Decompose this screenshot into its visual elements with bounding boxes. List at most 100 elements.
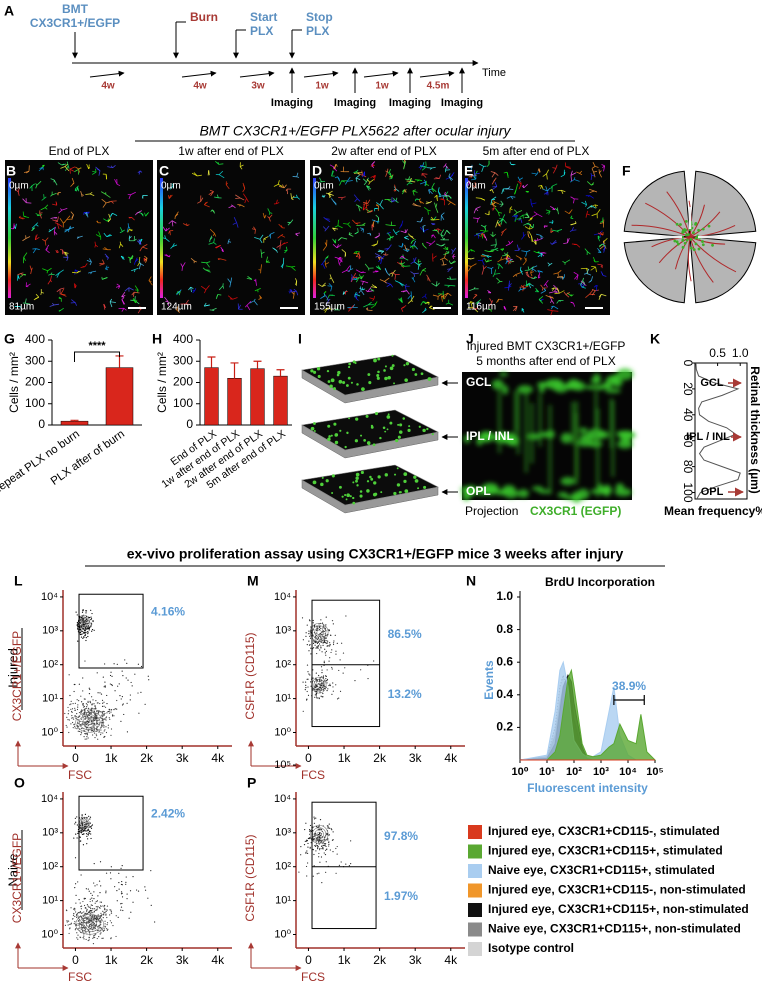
signal-blob: [615, 488, 632, 496]
event-dot: [315, 850, 316, 851]
event-dot: [77, 719, 78, 720]
microglia-dot: [701, 240, 704, 243]
event-dot: [82, 633, 83, 634]
event-dot: [87, 834, 88, 835]
event-dot: [100, 922, 101, 923]
depth-label: 0µm: [314, 181, 334, 192]
layer-label: OPL: [701, 486, 724, 498]
event-dot: [94, 908, 95, 909]
event-dot: [95, 700, 96, 701]
event-dot: [106, 917, 107, 918]
event-dot: [307, 847, 308, 848]
event-dot: [341, 861, 342, 862]
event-dot: [137, 692, 138, 693]
event-dot: [90, 610, 91, 611]
bar: [228, 378, 242, 425]
x-tick-label: 1k: [338, 953, 352, 967]
y-tick-label: 100: [681, 483, 695, 503]
signal-streak: [525, 387, 528, 473]
panel-letter: M: [247, 573, 259, 589]
x-tick-label: 0: [305, 953, 312, 967]
cell-process: [502, 255, 506, 256]
event-label: PLX: [306, 24, 329, 38]
error-bar: [116, 356, 124, 368]
signal-blob: [492, 379, 504, 389]
cell: [367, 480, 369, 482]
event-dot: [332, 682, 333, 683]
event-dot: [130, 699, 131, 700]
event-dot: [92, 912, 93, 913]
cell: [378, 475, 381, 478]
event-dot: [329, 657, 330, 658]
event-dot: [84, 709, 85, 710]
event-dot: [97, 739, 98, 740]
event-dot: [121, 903, 122, 904]
gate-label: 2.42%: [151, 806, 185, 820]
event-dot: [109, 914, 110, 915]
microglia-dot: [702, 228, 705, 231]
event-dot: [316, 844, 317, 845]
event-dot: [71, 701, 72, 702]
event-dot: [322, 623, 323, 624]
event-dot: [329, 684, 330, 685]
event-dot: [305, 852, 306, 853]
event-dot: [75, 903, 76, 904]
event-dot: [321, 696, 322, 697]
event-dot: [71, 923, 72, 924]
cell: [421, 372, 424, 375]
event-dot: [111, 922, 112, 923]
event-dot: [74, 715, 75, 716]
cell: [366, 415, 369, 418]
event-label: Start: [250, 10, 277, 24]
panel-letter: H: [152, 331, 162, 347]
event-dot: [307, 644, 308, 645]
event-dot: [77, 699, 78, 700]
depth-colorbar: [160, 178, 163, 298]
cell: [376, 374, 379, 377]
event-dot: [98, 731, 99, 732]
event-dot: [316, 697, 317, 698]
event-dot: [314, 818, 315, 819]
cell-process: [554, 293, 559, 294]
event-dot: [324, 662, 325, 663]
event-dot: [126, 677, 127, 678]
event-dot: [90, 823, 91, 824]
event-dot: [77, 723, 78, 724]
event-dot: [82, 710, 83, 711]
cell-process: [523, 215, 524, 218]
event-dot: [94, 885, 95, 886]
event-dot: [333, 644, 334, 645]
x-tick-label: 1k: [338, 751, 352, 765]
event-dot: [69, 674, 70, 675]
event-dot: [360, 669, 361, 670]
y-tick-label: 10⁴: [41, 793, 58, 805]
cell-process: [356, 277, 357, 280]
event-dot: [87, 633, 88, 634]
event-dot: [100, 729, 101, 730]
event-dot: [83, 730, 84, 731]
event-dot: [111, 676, 112, 677]
event-dot: [318, 638, 319, 639]
event-dot: [77, 939, 78, 940]
event-dot: [89, 818, 90, 819]
event-dot: [100, 734, 101, 735]
microglia-dot: [694, 223, 697, 226]
event-dot: [101, 694, 102, 695]
event-dot: [69, 704, 70, 705]
event-dot: [329, 645, 330, 646]
event-dot: [110, 672, 111, 673]
cell: [356, 484, 358, 486]
event-dot: [307, 625, 308, 626]
cell: [397, 483, 400, 486]
event-dot: [323, 642, 324, 643]
cell: [311, 427, 315, 431]
event-dot: [89, 924, 90, 925]
event-dot: [305, 823, 306, 824]
event-dot: [122, 671, 123, 672]
cell-process: [235, 198, 240, 199]
x-tick-label: 10⁰: [511, 766, 528, 778]
event-dot: [66, 717, 67, 718]
x-tick-label: 4k: [211, 751, 225, 765]
event-dot: [319, 635, 320, 636]
cell: [344, 494, 346, 496]
